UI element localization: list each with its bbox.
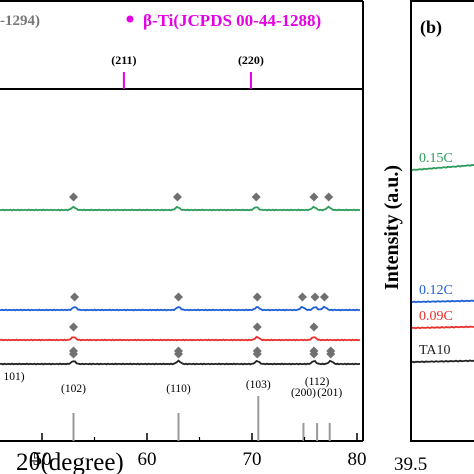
alpha-ref-peaks: 101) (102) (110) (103) (200)(112)(201) [3, 371, 342, 441]
phase-marker-diamond [309, 349, 319, 359]
alpha-peak-label: (110) [166, 383, 191, 395]
panel-b-series-curve [411, 325, 474, 330]
panel-b-label: (b) [420, 17, 442, 38]
x-axis-ticks: 50 60 70 80 [33, 433, 367, 470]
legend-ref-partial: -1294) [0, 13, 40, 29]
series-curve [0, 359, 361, 366]
panel-b-series-curve [411, 359, 474, 364]
panel-a: -1294) β-Ti(JCPDS 00-44-1288) (211) (220)… [0, 0, 367, 474]
phase-marker-diamond [309, 192, 319, 202]
alpha-peak-label: (200) [291, 387, 316, 399]
x-tick-label: 80 [348, 449, 367, 470]
phase-marker-diamond [309, 322, 319, 332]
alpha-peak-label: (103) [246, 379, 271, 391]
series-a-group [0, 192, 361, 366]
phase-marker-diamond [252, 292, 262, 302]
alpha-peak-label: 101) [3, 371, 24, 383]
series-b-group: 0.15C 0.12C 0.09C TA10 [411, 151, 474, 364]
panel-b-series-label: 0.09C [419, 309, 453, 324]
phase-marker-diamond [326, 349, 336, 359]
x-tick-label: 50 [33, 449, 52, 470]
series-curve [0, 305, 361, 312]
phase-marker-diamond [251, 192, 261, 202]
phase-marker-diamond [174, 292, 183, 302]
beta-peak-label: (211) [111, 53, 136, 67]
alpha-peak-label: (201) [317, 387, 342, 399]
panel-b-series-label: 0.15C [419, 151, 453, 166]
beta-peak-label: (220) [238, 53, 264, 67]
panel-b: (b) Intensity (a.u.) 0.15C 0.12C 0.09C TA10… [381, 0, 474, 474]
phase-marker-diamond [297, 292, 307, 302]
x-tick-label-39-5: 39.5 [394, 454, 427, 474]
phase-marker-diamond [310, 292, 320, 302]
panel-b-frame [410, 0, 474, 442]
phase-marker-diamond [319, 292, 329, 302]
series-curve [0, 205, 361, 212]
alpha-peak-label: (112) [305, 376, 330, 388]
phase-marker-diamond [174, 349, 183, 359]
series-curve [0, 335, 361, 342]
legend-beta-marker [126, 15, 134, 23]
panel-b-series-curve [411, 163, 474, 172]
x-tick-label: 60 [138, 449, 157, 470]
beta-ref-peaks: (211) (220) [111, 53, 264, 89]
phase-marker-diamond [252, 322, 262, 332]
x-axis-label: 2θ(degree) [16, 449, 124, 474]
legend-beta-ti: β-Ti(JCPDS 00-44-1288) [143, 11, 321, 30]
phase-marker-diamond [324, 192, 334, 202]
panel-b-series-label: TA10 [419, 343, 451, 358]
phase-marker-diamond [70, 292, 80, 302]
phase-marker-diamond [172, 192, 182, 202]
phase-marker-diamond [69, 349, 78, 359]
panel-b-series-label: 0.12C [419, 283, 453, 298]
panel-b-series-curve [411, 299, 474, 304]
x-tick-label: 70 [243, 449, 262, 470]
phase-marker-diamond [69, 322, 78, 332]
phase-marker-diamond [252, 349, 262, 359]
phase-marker-diamond [69, 192, 78, 202]
alpha-peak-label: (102) [61, 383, 86, 395]
y-axis-label: Intensity (a.u.) [381, 165, 403, 290]
